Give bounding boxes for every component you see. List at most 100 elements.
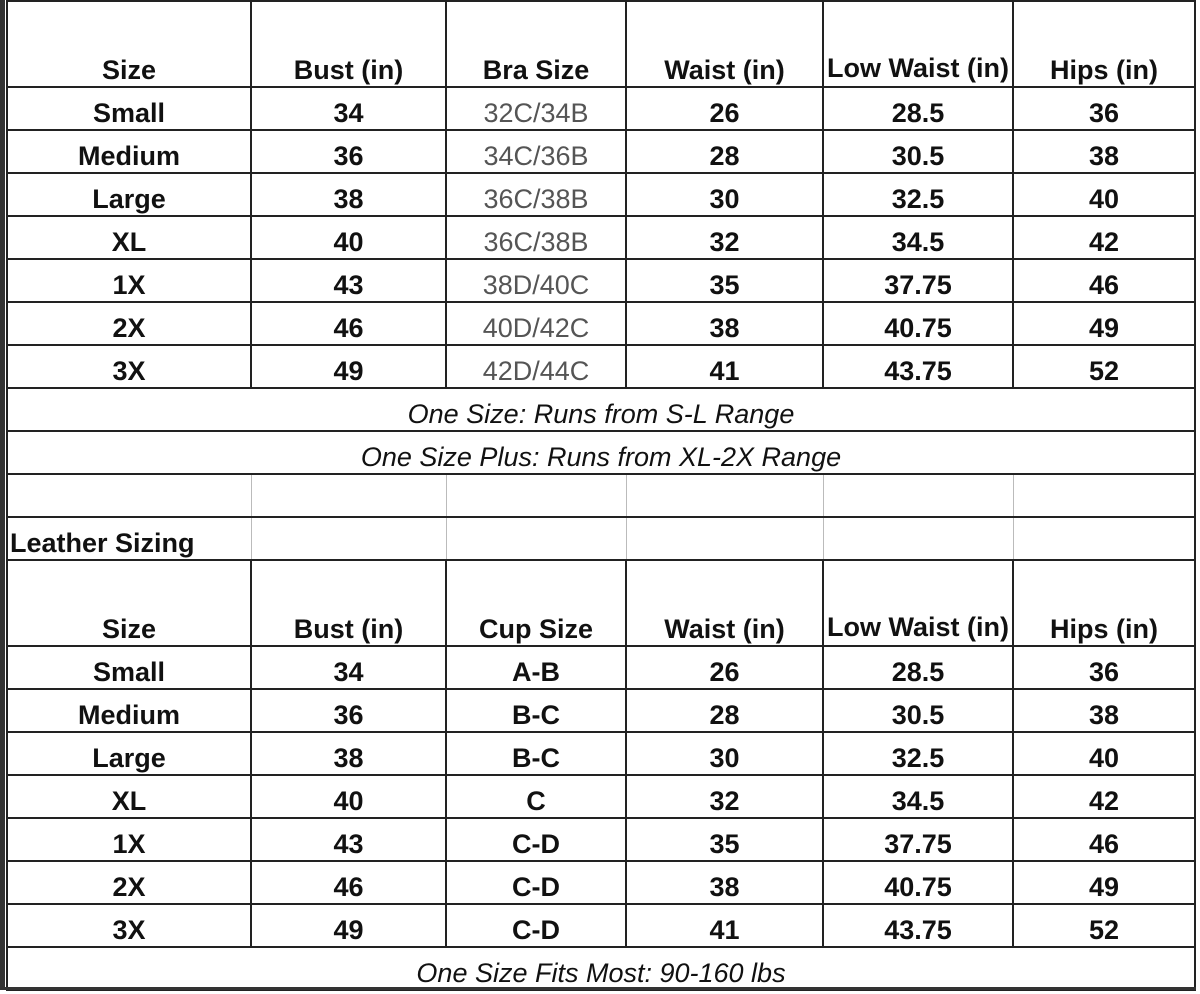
table-cell: 34.5 bbox=[822, 215, 1014, 260]
table-cell: 38 bbox=[250, 731, 447, 776]
table-cell: 32.5 bbox=[822, 172, 1014, 217]
column-header: Size bbox=[6, 0, 252, 88]
size-chart-table: Size Bust (in) Bra Size Waist (in) Low Waist… bbox=[6, 0, 1196, 991]
table-cell: 46 bbox=[250, 860, 447, 905]
table-row: XL 40 C 32 34.5 42 bbox=[6, 774, 1196, 819]
table-cell: 37.75 bbox=[822, 258, 1014, 303]
table-cell: 40.75 bbox=[822, 860, 1014, 905]
table-cell: 2X bbox=[6, 301, 252, 346]
table-cell: 46 bbox=[1012, 817, 1196, 862]
table-row: 2X 46 40D/42C 38 40.75 49 bbox=[6, 301, 1196, 346]
table-cell: 46 bbox=[1012, 258, 1196, 303]
note-row: One Size Plus: Runs from XL-2X Range bbox=[6, 430, 1196, 475]
table-cell: 32C/34B bbox=[445, 86, 627, 131]
table-cell: 1X bbox=[6, 817, 252, 862]
table-cell: 40D/42C bbox=[445, 301, 627, 346]
table-cell: 35 bbox=[625, 817, 824, 862]
empty-cell bbox=[250, 516, 447, 561]
table-cell: 36 bbox=[1012, 86, 1196, 131]
column-header: Bust (in) bbox=[250, 0, 447, 88]
table-row: Small 34 A-B 26 28.5 36 bbox=[6, 645, 1196, 690]
table-cell: 32.5 bbox=[822, 731, 1014, 776]
note-text: One Size Fits Most: 90-160 lbs bbox=[6, 946, 1196, 991]
table-row: 1X 43 C-D 35 37.75 46 bbox=[6, 817, 1196, 862]
table-cell: 40 bbox=[250, 215, 447, 260]
table-cell: Small bbox=[6, 86, 252, 131]
empty-cell bbox=[625, 516, 824, 561]
table-cell: Medium bbox=[6, 688, 252, 733]
table-cell: 30.5 bbox=[822, 688, 1014, 733]
table-cell: 40.75 bbox=[822, 301, 1014, 346]
table-cell: 30 bbox=[625, 172, 824, 217]
table-cell: 42 bbox=[1012, 774, 1196, 819]
table-cell: 38 bbox=[250, 172, 447, 217]
empty-cell bbox=[1012, 516, 1196, 561]
column-header: Low Waist (in) bbox=[822, 0, 1014, 88]
table-cell: Large bbox=[6, 731, 252, 776]
table-row: XL 40 36C/38B 32 34.5 42 bbox=[6, 215, 1196, 260]
table-cell: 36C/38B bbox=[445, 215, 627, 260]
header-row: Size Bust (in) Cup Size Waist (in) Low Waist… bbox=[6, 559, 1196, 647]
table-cell: 30 bbox=[625, 731, 824, 776]
table-row: Medium 36 B-C 28 30.5 38 bbox=[6, 688, 1196, 733]
empty-row bbox=[6, 473, 1196, 518]
header-row: Size Bust (in) Bra Size Waist (in) Low Waist… bbox=[6, 0, 1196, 88]
table-row: Small 34 32C/34B 26 28.5 36 bbox=[6, 86, 1196, 131]
table-cell: Large bbox=[6, 172, 252, 217]
column-header: Hips (in) bbox=[1012, 0, 1196, 88]
column-header: Waist (in) bbox=[625, 559, 824, 647]
table-cell: 43.75 bbox=[822, 344, 1014, 389]
table-cell: 41 bbox=[625, 903, 824, 948]
table-cell: 3X bbox=[6, 344, 252, 389]
table-row: 2X 46 C-D 38 40.75 49 bbox=[6, 860, 1196, 905]
table-cell: 49 bbox=[1012, 860, 1196, 905]
table-cell: 35 bbox=[625, 258, 824, 303]
table-cell: 32 bbox=[625, 215, 824, 260]
table-cell: 36C/38B bbox=[445, 172, 627, 217]
table-cell: C-D bbox=[445, 860, 627, 905]
column-header: Bra Size bbox=[445, 0, 627, 88]
table-cell: 40 bbox=[250, 774, 447, 819]
table-cell: C bbox=[445, 774, 627, 819]
table-cell: 3X bbox=[6, 903, 252, 948]
table-cell: 1X bbox=[6, 258, 252, 303]
table-cell: 28 bbox=[625, 688, 824, 733]
table-cell: 42D/44C bbox=[445, 344, 627, 389]
table-cell: B-C bbox=[445, 731, 627, 776]
table-cell: C-D bbox=[445, 903, 627, 948]
column-header: Bust (in) bbox=[250, 559, 447, 647]
empty-cell bbox=[445, 473, 627, 518]
empty-cell bbox=[6, 473, 252, 518]
section-title: Leather Sizing bbox=[6, 516, 252, 561]
table-cell: 40 bbox=[1012, 731, 1196, 776]
table-cell: C-D bbox=[445, 817, 627, 862]
table-cell: 28 bbox=[625, 129, 824, 174]
table-cell: B-C bbox=[445, 688, 627, 733]
note-text: One Size: Runs from S-L Range bbox=[6, 387, 1196, 432]
table-cell: Small bbox=[6, 645, 252, 690]
table-cell: A-B bbox=[445, 645, 627, 690]
empty-cell bbox=[625, 473, 824, 518]
column-header: Size bbox=[6, 559, 252, 647]
table-row: Large 38 36C/38B 30 32.5 40 bbox=[6, 172, 1196, 217]
table-row: Medium 36 34C/36B 28 30.5 38 bbox=[6, 129, 1196, 174]
table-cell: 30.5 bbox=[822, 129, 1014, 174]
column-header: Cup Size bbox=[445, 559, 627, 647]
table-cell: 34.5 bbox=[822, 774, 1014, 819]
table-cell: 26 bbox=[625, 645, 824, 690]
column-header: Hips (in) bbox=[1012, 559, 1196, 647]
table-cell: 43 bbox=[250, 817, 447, 862]
table-cell: 42 bbox=[1012, 215, 1196, 260]
table-cell: 34C/36B bbox=[445, 129, 627, 174]
table-cell: 52 bbox=[1012, 903, 1196, 948]
empty-cell bbox=[822, 516, 1014, 561]
section-title-row: Leather Sizing bbox=[6, 516, 1196, 561]
table-cell: 37.75 bbox=[822, 817, 1014, 862]
table-cell: 36 bbox=[250, 129, 447, 174]
table-cell: 28.5 bbox=[822, 86, 1014, 131]
table-row: Large 38 B-C 30 32.5 40 bbox=[6, 731, 1196, 776]
note-text: One Size Plus: Runs from XL-2X Range bbox=[6, 430, 1196, 475]
note-row: One Size: Runs from S-L Range bbox=[6, 387, 1196, 432]
table-row: 3X 49 42D/44C 41 43.75 52 bbox=[6, 344, 1196, 389]
table-cell: 38 bbox=[1012, 129, 1196, 174]
